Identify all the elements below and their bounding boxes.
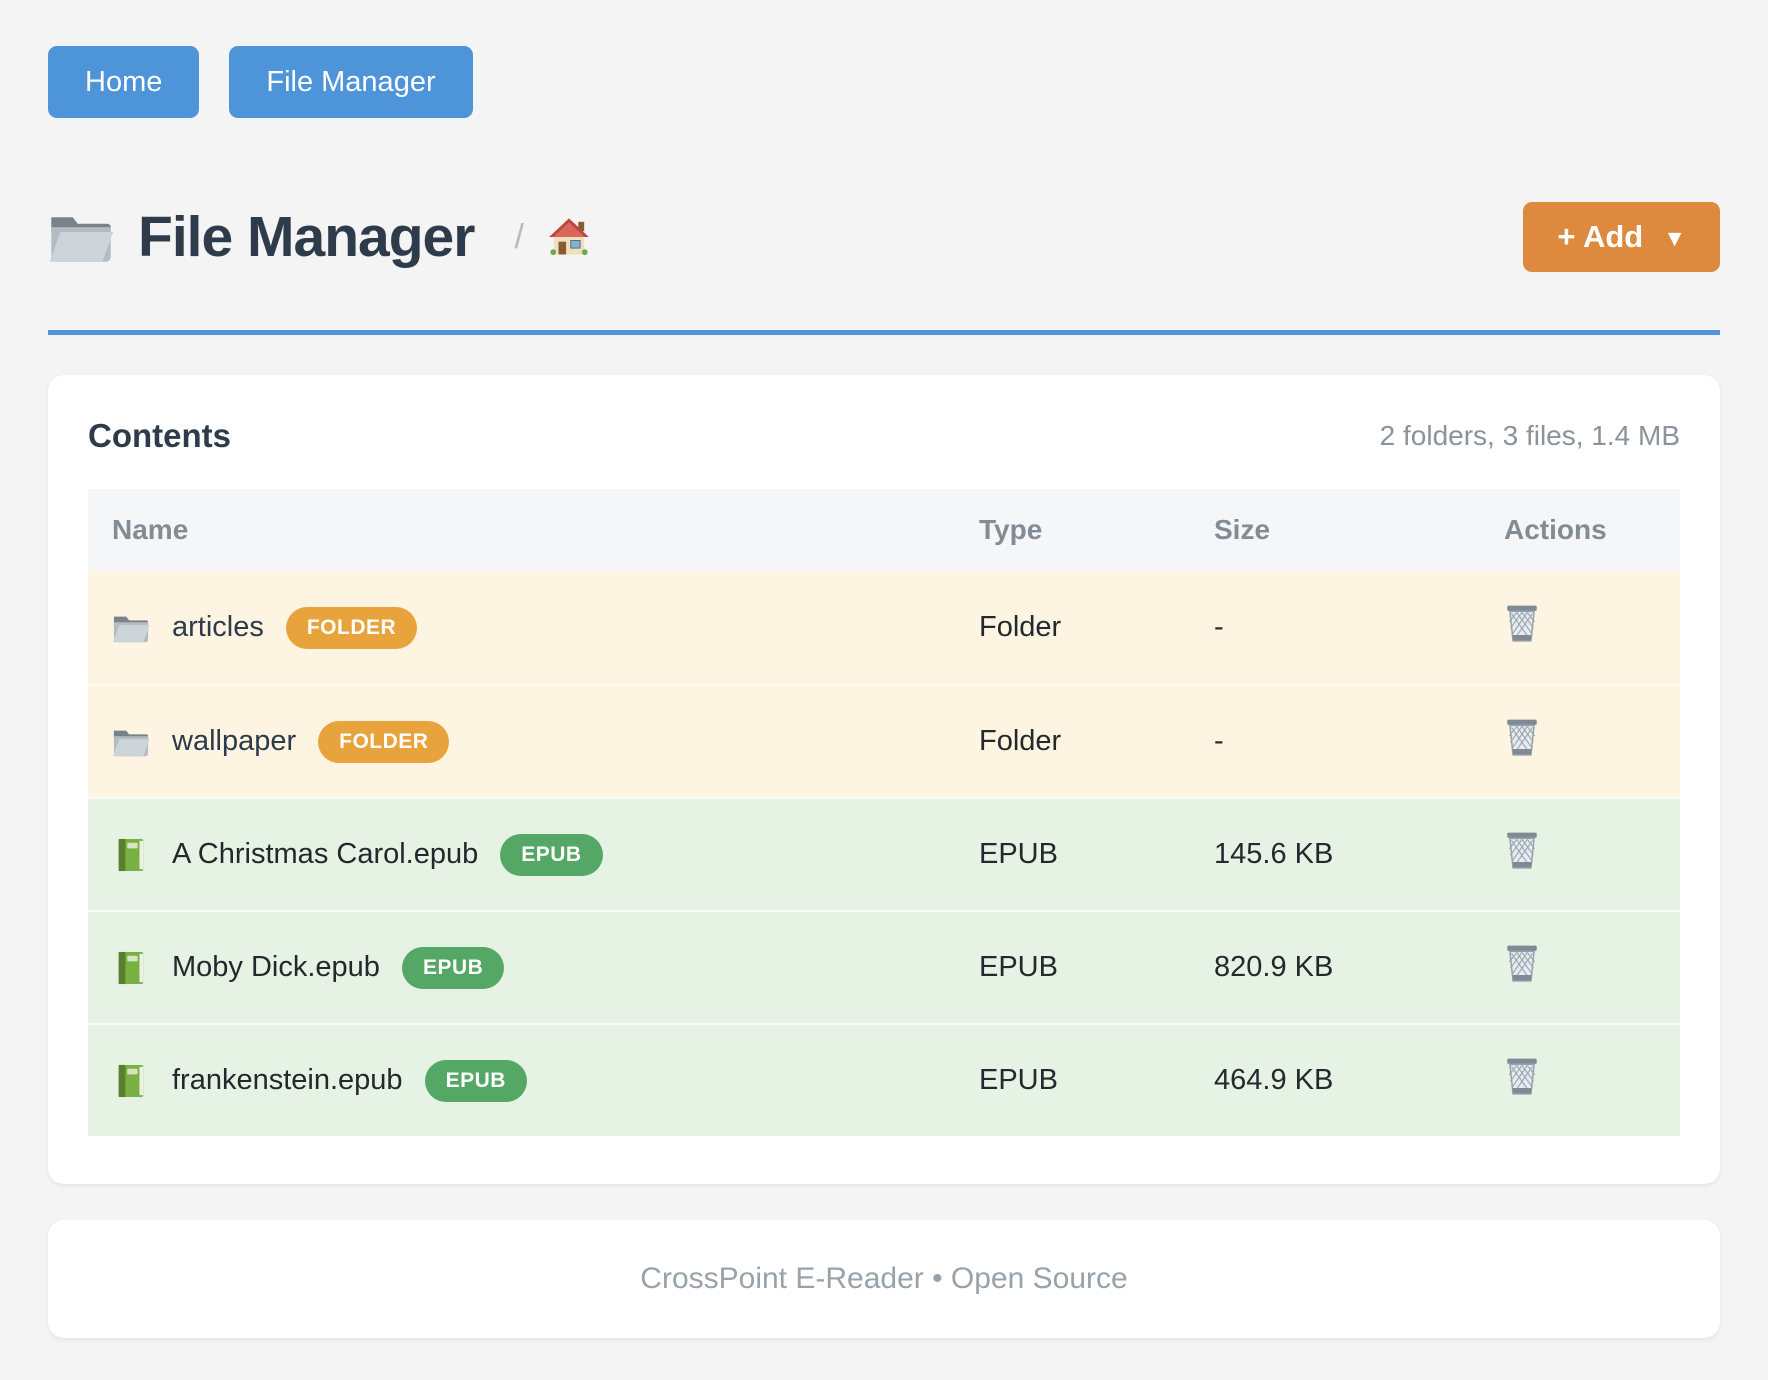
delete-button[interactable] (1504, 604, 1540, 644)
book-icon (112, 838, 150, 872)
table-body: articles FOLDER Folder - (88, 571, 1680, 1136)
delete-button[interactable] (1504, 831, 1540, 871)
actions-cell (1480, 1057, 1680, 1105)
house-icon[interactable] (548, 217, 590, 257)
trash-icon (1504, 944, 1540, 984)
home-button[interactable]: Home (48, 46, 200, 118)
size-cell: - (1214, 725, 1224, 757)
table-row: A Christmas Carol.epub EPUB EPUB 145.6 K… (88, 797, 1680, 910)
folder-icon (48, 208, 114, 266)
footer: CrossPoint E-Reader • Open Source (48, 1220, 1720, 1338)
delete-button[interactable] (1504, 1057, 1540, 1097)
table-row: frankenstein.epub EPUB EPUB 464.9 KB (88, 1023, 1680, 1136)
type-badge: EPUB (424, 1059, 527, 1102)
column-header-type: Type (979, 514, 1043, 545)
book-icon (112, 1064, 150, 1098)
file-name[interactable]: wallpaper (172, 725, 297, 757)
name-cell: frankenstein.epub EPUB (88, 1059, 955, 1102)
type-badge: FOLDER (285, 606, 418, 649)
top-nav: Home File Manager (48, 0, 1720, 118)
add-button-label: + Add (1557, 219, 1644, 254)
trash-icon (1504, 1057, 1540, 1097)
trash-icon (1504, 718, 1540, 758)
page: Home File Manager File Manager / (48, 0, 1720, 1338)
column-header-size: Size (1214, 514, 1271, 545)
contents-card: Contents 2 folders, 3 files, 1.4 MB Name… (48, 375, 1720, 1184)
size-cell: 145.6 KB (1214, 838, 1334, 870)
file-name[interactable]: articles (172, 611, 264, 643)
table-row: articles FOLDER Folder - (88, 571, 1680, 684)
table-header: Name Type Size Actions (88, 489, 1680, 571)
actions-cell (1480, 718, 1680, 766)
type-badge: FOLDER (318, 720, 450, 763)
name-cell: articles FOLDER (88, 606, 955, 649)
size-cell: - (1214, 611, 1224, 643)
actions-cell (1480, 944, 1680, 992)
type-cell: EPUB (979, 838, 1058, 870)
contents-title: Contents (88, 417, 231, 454)
delete-button[interactable] (1504, 718, 1540, 758)
type-cell: EPUB (979, 951, 1058, 983)
chevron-down-icon: ▼ (1663, 224, 1686, 251)
type-cell: Folder (979, 611, 1062, 643)
type-badge: EPUB (401, 946, 505, 989)
header-divider (48, 330, 1720, 335)
folder-icon (112, 611, 150, 645)
file-name[interactable]: Moby Dick.epub (172, 951, 380, 983)
contents-summary: 2 folders, 3 files, 1.4 MB (1379, 420, 1680, 451)
trash-icon (1504, 831, 1540, 871)
page-header: File Manager / + Add ▼ (48, 202, 1720, 272)
actions-cell (1480, 831, 1680, 879)
file-name[interactable]: frankenstein.epub (172, 1064, 403, 1096)
type-badge: EPUB (500, 833, 603, 876)
column-header-actions: Actions (1504, 514, 1607, 545)
name-cell: wallpaper FOLDER (88, 720, 955, 763)
page-title: File Manager (138, 205, 475, 269)
size-cell: 820.9 KB (1214, 951, 1334, 983)
trash-icon (1504, 604, 1540, 644)
type-cell: Folder (979, 725, 1062, 757)
table-row: wallpaper FOLDER Folder - (88, 684, 1680, 797)
breadcrumb-separator: / (514, 217, 524, 256)
name-cell: Moby Dick.epub EPUB (88, 946, 955, 989)
file-name[interactable]: A Christmas Carol.epub (172, 838, 479, 870)
column-header-name: Name (112, 514, 189, 545)
type-cell: EPUB (979, 1064, 1058, 1096)
footer-text: CrossPoint E-Reader • Open Source (640, 1262, 1128, 1295)
file-table: Name Type Size Actions (88, 489, 1680, 1136)
delete-button[interactable] (1504, 944, 1540, 984)
table-row: Moby Dick.epub EPUB EPUB 820.9 KB (88, 910, 1680, 1023)
actions-cell (1480, 604, 1680, 652)
folder-icon (112, 725, 150, 759)
file-manager-button[interactable]: File Manager (229, 46, 473, 118)
name-cell: A Christmas Carol.epub EPUB (88, 833, 955, 876)
book-icon (112, 951, 150, 985)
size-cell: 464.9 KB (1214, 1064, 1334, 1096)
add-button[interactable]: + Add ▼ (1523, 202, 1720, 272)
